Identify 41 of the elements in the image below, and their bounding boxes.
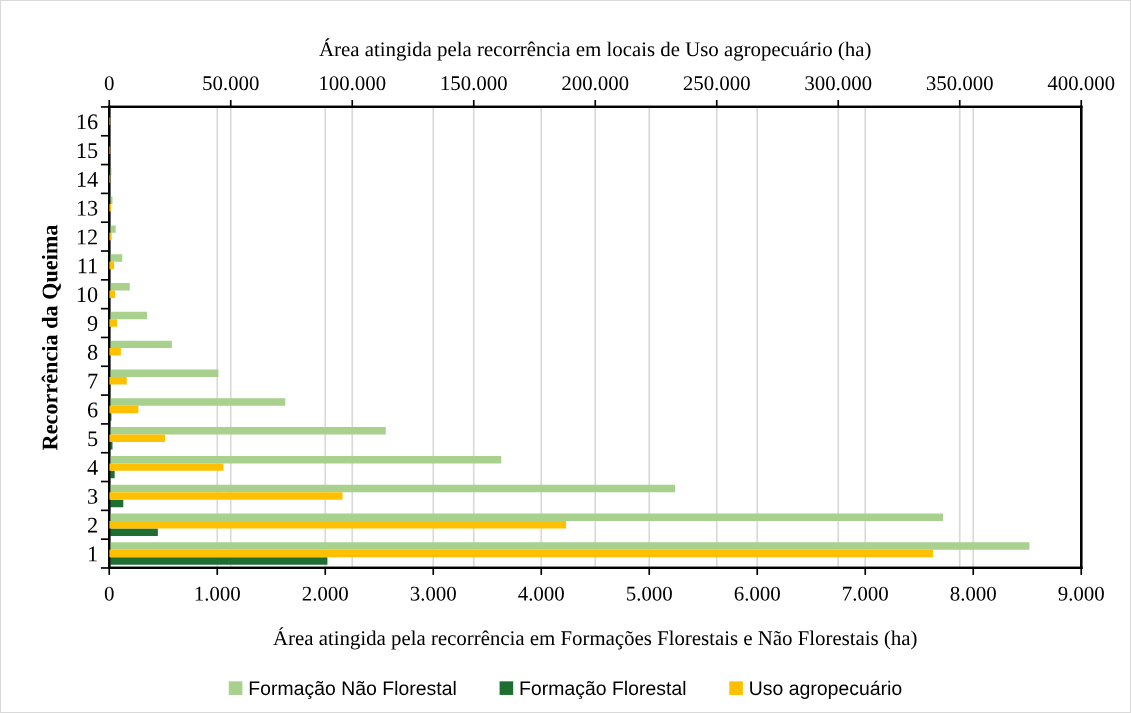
x2-tick-label: 0 [104,76,114,91]
x2-tick-label: 350.000 [926,76,993,91]
y-tick-label: 16 [77,114,98,130]
x-tick-label: 8.000 [950,586,996,601]
y-tick-label: 12 [77,229,97,245]
x-tick-label: 0 [104,586,114,601]
x-tick-label: 1.000 [195,586,240,601]
x-tick-label: 7.000 [843,586,888,601]
y-tick-label: 14 [77,172,98,187]
y-axis-title: Recorrência da Queima [41,224,61,451]
y-tick-label: 10 [77,287,98,303]
y-tick-label: 1 [88,546,97,562]
legend-label: Formação Não Florestal [249,680,456,700]
x-axis-title: Área atingida pela recorrência em Formações Florestais e Não Florestais (ha) [273,627,917,650]
x2-tick-label: 50.000 [203,76,259,91]
x-tick-label: 5.000 [627,586,672,601]
x2-tick-label: 300.000 [805,76,872,91]
legend-label: Formação Florestal [520,680,686,700]
x-tick-label: 2.000 [302,586,348,601]
x2-tick-label: 100.000 [320,76,386,91]
x2-axis-title: Área atingida pela recorrência em locais de Uso agropecuário (ha) [319,38,871,61]
y-tick-label: 9 [87,316,98,331]
x-tick-label: 6.000 [734,586,780,601]
x-tick-label: 9.000 [1058,586,1104,601]
x2-tick-label: 200.000 [562,76,629,91]
y-tick-label: 11 [78,258,97,274]
x2-tick-label: 250.000 [683,76,750,91]
legend-label: Uso agropecuário [750,680,902,699]
x2-tick-label: 150.000 [441,76,507,91]
x-tick-label: 3.000 [410,586,456,601]
y-tick-label: 7 [88,373,98,389]
y-tick-label: 8 [87,344,98,360]
y-tick-label: 13 [77,200,98,216]
y-tick-label: 5 [88,431,98,447]
x2-tick-label: 400.000 [1047,76,1115,91]
y-tick-label: 6 [87,402,98,418]
x-tick-label: 4.000 [518,586,564,601]
y-tick-label: 2 [88,517,97,533]
y-tick-label: 4 [87,460,98,475]
y-tick-label: 3 [88,488,98,504]
y-tick-label: 15 [77,143,98,159]
